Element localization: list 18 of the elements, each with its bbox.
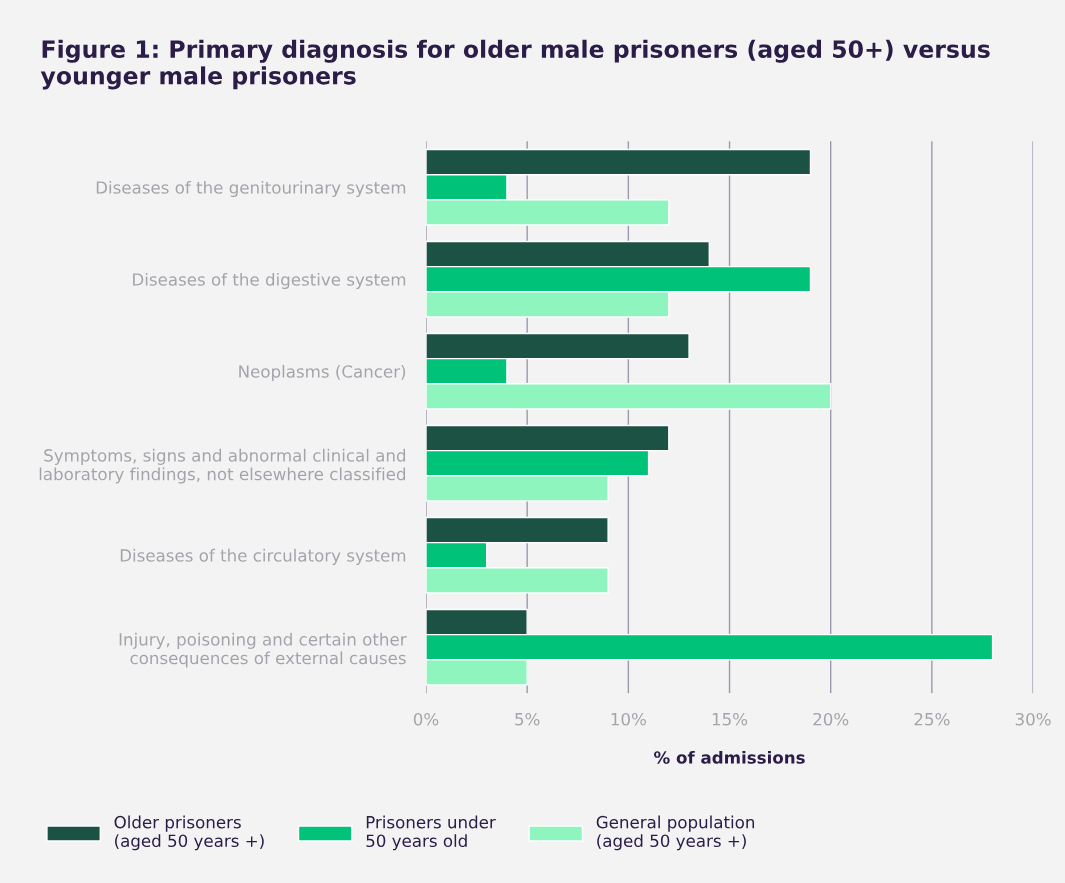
x-tick-label: 30% <box>1015 712 1051 726</box>
y-tick-label: Symptoms, signs and abnormal clinical and laboratory findings, not elsewhere classified <box>39 448 406 484</box>
y-tick-label: Diseases of the genitourinary system <box>96 180 406 198</box>
y-tick-label: Diseases of the circulatory system <box>120 548 406 565</box>
y-tick-label: Diseases of the digestive system <box>133 272 406 290</box>
y-tick-label: Injury, poisoning and certain other consequences of external causes <box>119 632 407 668</box>
x-tick-label: 25% <box>914 712 950 726</box>
x-tick-label: 5% <box>515 712 540 726</box>
legend-label: Prisoners under 50 years old <box>366 815 496 851</box>
y-tick-label: Neoplasms (Cancer) <box>239 364 406 382</box>
x-tick-label: 20% <box>813 712 849 726</box>
chart-title: Figure 1: Primary diagnosis for older male prisoners (aged 50+) versus younger male prisoners <box>40 39 990 90</box>
x-tick-label: 10% <box>611 712 646 726</box>
x-axis-title: % of admissions <box>654 750 805 764</box>
legend-label: General population (aged 50 years +) <box>596 815 755 851</box>
x-tick-label: 0% <box>413 712 439 726</box>
legend-label: Older prisoners (aged 50 years +) <box>114 815 264 851</box>
x-tick-label: 15% <box>712 712 748 726</box>
